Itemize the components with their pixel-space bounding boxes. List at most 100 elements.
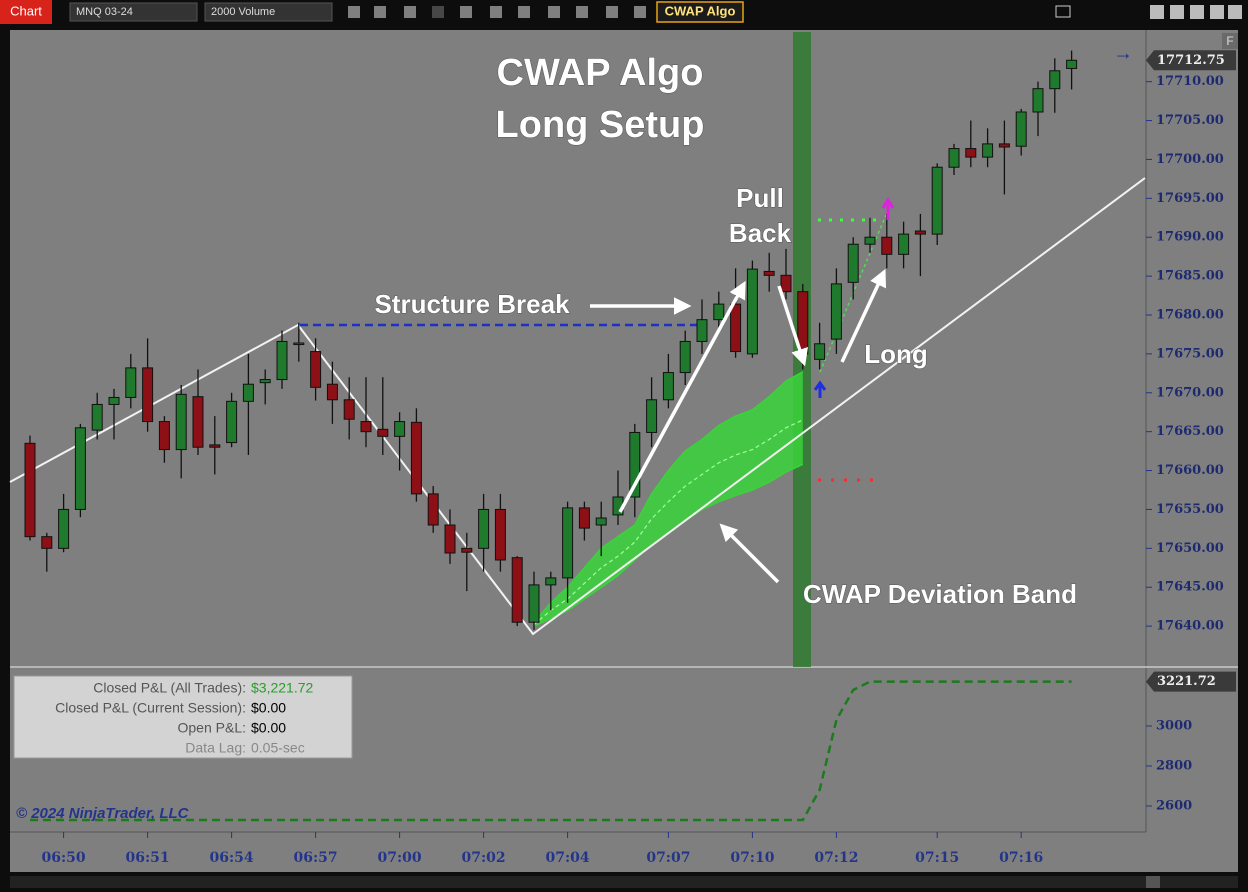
copyright: © 2024 NinjaTrader, LLC	[16, 805, 190, 822]
period-select[interactable]	[204, 2, 333, 22]
window-button[interactable]	[1210, 5, 1224, 19]
annotation: Pull	[736, 183, 784, 213]
candle-body	[74, 427, 86, 510]
annotation: Structure Break	[374, 289, 570, 319]
candle-body	[343, 399, 355, 420]
candle-body	[528, 584, 540, 623]
candle-body	[948, 148, 960, 168]
y-tick-label: 17640.00	[1156, 619, 1224, 634]
candle-body	[763, 270, 775, 276]
candle-body	[578, 507, 590, 529]
scroll-thumb[interactable]	[1146, 876, 1160, 888]
candle-body	[360, 421, 372, 433]
annotation: Long	[864, 339, 928, 369]
candle-body	[259, 379, 271, 384]
candle-body	[91, 403, 103, 431]
x-tick-label: 07:00	[378, 850, 422, 866]
f-button[interactable]	[1222, 33, 1238, 49]
window-button[interactable]	[1190, 5, 1204, 19]
candle-body	[461, 547, 473, 553]
candle-body	[914, 230, 926, 235]
x-tick-label: 06:50	[42, 850, 86, 866]
candle-body	[814, 343, 826, 360]
pnl-rows: Closed P&L (All Trades): $3,221.72 Closed …	[55, 680, 313, 756]
candle-body	[746, 268, 758, 355]
pnl-panel: 2600 2800 3000 3221.72	[30, 671, 1236, 822]
pnl-row-value: 0.05-sec	[251, 740, 305, 756]
scrollbar[interactable]	[10, 876, 1238, 888]
candle-body	[730, 303, 742, 353]
instrument-select[interactable]	[69, 2, 198, 22]
candle-body	[276, 340, 288, 381]
chart-tab-label: Chart	[10, 3, 42, 18]
x-tick-label: 07:16	[999, 850, 1043, 866]
candle-body	[696, 319, 708, 342]
x-tick-label: 06:54	[210, 850, 254, 866]
scroll-arrow[interactable]: →	[1113, 42, 1133, 64]
candle-body	[1015, 111, 1027, 147]
candle-body	[965, 148, 977, 158]
last-price-label: 17712.75	[1157, 53, 1225, 68]
instrument-label: MNQ 03-24	[76, 6, 133, 18]
candle-body	[293, 342, 305, 346]
candle-body	[629, 431, 641, 498]
candle-body	[310, 351, 322, 388]
candle-body	[1032, 88, 1044, 113]
annotation: Back	[729, 218, 792, 248]
x-tick-label: 07:07	[646, 850, 690, 866]
pnl-tick-label: 2800	[1156, 759, 1192, 774]
window-button[interactable]	[1150, 5, 1164, 19]
candle-body	[125, 367, 137, 398]
band-upper	[533, 371, 804, 623]
candle-body	[41, 536, 53, 549]
y-tick-label: 17645.00	[1156, 580, 1224, 595]
toolbar-icons[interactable]	[348, 6, 646, 18]
y-tick-label: 17700.00	[1156, 152, 1224, 167]
candle-body	[58, 508, 70, 549]
y-tick-label: 17695.00	[1156, 191, 1224, 206]
candle-body	[847, 243, 859, 283]
y-tick-label: 17650.00	[1156, 541, 1224, 556]
candles	[24, 50, 1078, 630]
window-button[interactable]	[1228, 5, 1242, 19]
candle-body	[646, 399, 658, 433]
y-tick-label: 17680.00	[1156, 308, 1224, 323]
candle-body	[545, 577, 557, 586]
candle-body	[780, 274, 792, 293]
x-tick-label: 07:15	[915, 850, 959, 866]
x-tick-label: 07:02	[462, 850, 506, 866]
cwap-button-label: CWAP Algo	[665, 3, 736, 18]
pnl-row-value: $0.00	[251, 720, 286, 736]
candle-body	[410, 421, 422, 495]
pnl-tick-label: 3000	[1156, 719, 1192, 734]
candle-body	[864, 236, 876, 245]
pnl-box	[13, 675, 353, 759]
candle-body	[427, 493, 439, 526]
candle-body	[679, 340, 691, 374]
candle-body	[108, 396, 120, 405]
f-button-label: F	[1226, 34, 1233, 48]
window-icon[interactable]	[1055, 5, 1071, 18]
cwap-button[interactable]	[656, 1, 744, 23]
candle-body	[209, 444, 221, 448]
pnl-row-label: Closed P&L (Current Session):	[55, 700, 246, 716]
candle-body	[898, 233, 910, 255]
exit-arrow	[881, 197, 895, 220]
pnl-tick-label: 2600	[1156, 799, 1192, 814]
chart-tab[interactable]	[0, 0, 52, 24]
candle-body	[142, 367, 154, 423]
y-tick-label: 17705.00	[1156, 113, 1224, 128]
y-tick-label: 17690.00	[1156, 230, 1224, 245]
y-tick-label: 17655.00	[1156, 502, 1224, 517]
candle-body	[1066, 59, 1078, 69]
pnl-row-value: $3,221.72	[251, 680, 313, 696]
window-button[interactable]	[1170, 5, 1184, 19]
candle-body	[713, 303, 725, 321]
pnl-last-tag	[1146, 671, 1236, 692]
y-tick-label: 17685.00	[1156, 269, 1224, 284]
candle-body	[226, 400, 238, 444]
x-tick-label: 06:51	[126, 850, 170, 866]
last-price-tag	[1146, 50, 1236, 71]
candle-body	[478, 508, 490, 549]
